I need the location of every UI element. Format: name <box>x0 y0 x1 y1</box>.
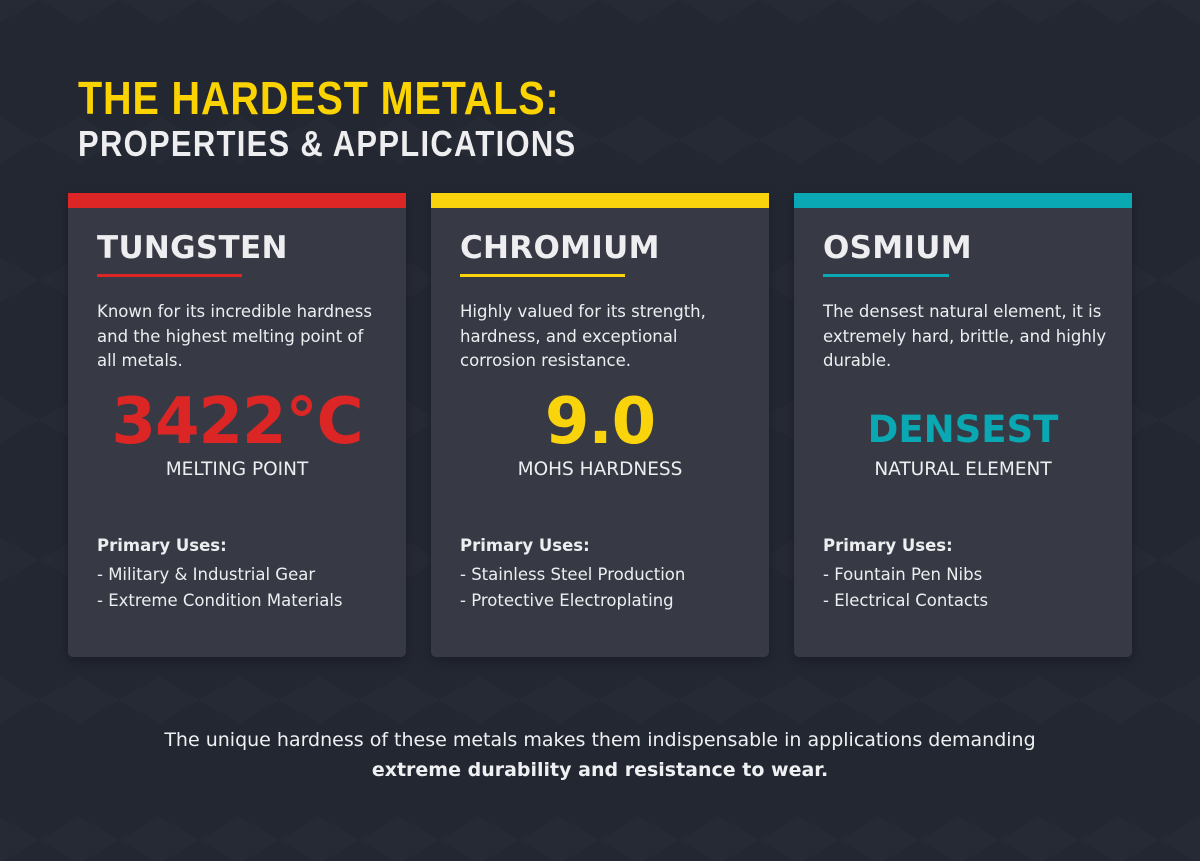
stat-value: DENSEST <box>867 408 1059 451</box>
uses-heading: Primary Uses: <box>460 536 590 555</box>
card-description: Highly valued for its strength, hardness… <box>460 302 706 370</box>
card-title: OSMIUM <box>823 230 972 266</box>
uses-heading: Primary Uses: <box>97 536 227 555</box>
use-item: - Electrical Contacts <box>823 591 989 610</box>
stat-block: 3422°C MELTING POINT <box>68 387 406 482</box>
stat-block: 9.0 MOHS HARDNESS <box>431 387 769 482</box>
uses-list: Primary Uses: - Stainless Steel Producti… <box>460 533 685 615</box>
card-title: CHROMIUM <box>460 230 660 266</box>
use-item: - Fountain Pen Nibs <box>823 564 983 584</box>
stat-label: MOHS HARDNESS <box>517 459 683 480</box>
card-accent-bar <box>431 193 769 208</box>
uses-heading: Primary Uses: <box>823 536 953 555</box>
title-underline <box>823 274 949 277</box>
title-main: THE HARDEST METALS: <box>78 72 560 124</box>
card-osmium: OSMIUM The densest natural element, it i… <box>794 193 1132 657</box>
card-description: Known for its incredible hardness and th… <box>97 302 372 370</box>
use-item: - Extreme Condition Materials <box>97 591 343 610</box>
stat-label: MELTING POINT <box>165 459 309 480</box>
use-item: - Military & Industrial Gear <box>97 564 316 584</box>
metal-cards: TUNGSTEN Known for its incredible hardne… <box>68 193 1132 657</box>
card-accent-bar <box>794 193 1132 208</box>
use-item: - Stainless Steel Production <box>460 564 686 584</box>
card-accent-bar <box>68 193 406 208</box>
footer-summary: The unique hardness of these metals make… <box>0 725 1200 785</box>
uses-list: Primary Uses: - Military & Industrial Ge… <box>97 533 343 615</box>
title-subtitle: PROPERTIES & APPLICATIONS <box>78 123 577 164</box>
card-chromium: CHROMIUM Highly valued for its strength,… <box>431 193 769 657</box>
footer-emphasis: extreme durability and resistance to wea… <box>371 759 829 781</box>
stat-value: 9.0 <box>544 385 656 459</box>
stat-value: 3422°C <box>111 385 363 459</box>
title-underline <box>97 274 242 277</box>
stat-label: NATURAL ELEMENT <box>874 459 1052 480</box>
footer-line: The unique hardness of these metals make… <box>164 729 1036 751</box>
uses-list: Primary Uses: - Fountain Pen Nibs - Elec… <box>823 533 988 615</box>
stat-block: DENSEST NATURAL ELEMENT <box>794 408 1132 482</box>
title-underline <box>460 274 625 277</box>
card-title: TUNGSTEN <box>97 230 288 266</box>
card-tungsten: TUNGSTEN Known for its incredible hardne… <box>68 193 406 657</box>
page-title: THE HARDEST METALS: PROPERTIES & APPLICA… <box>78 72 658 164</box>
use-item: - Protective Electroplating <box>460 591 674 610</box>
card-description: The densest natural element, it is extre… <box>823 302 1107 370</box>
